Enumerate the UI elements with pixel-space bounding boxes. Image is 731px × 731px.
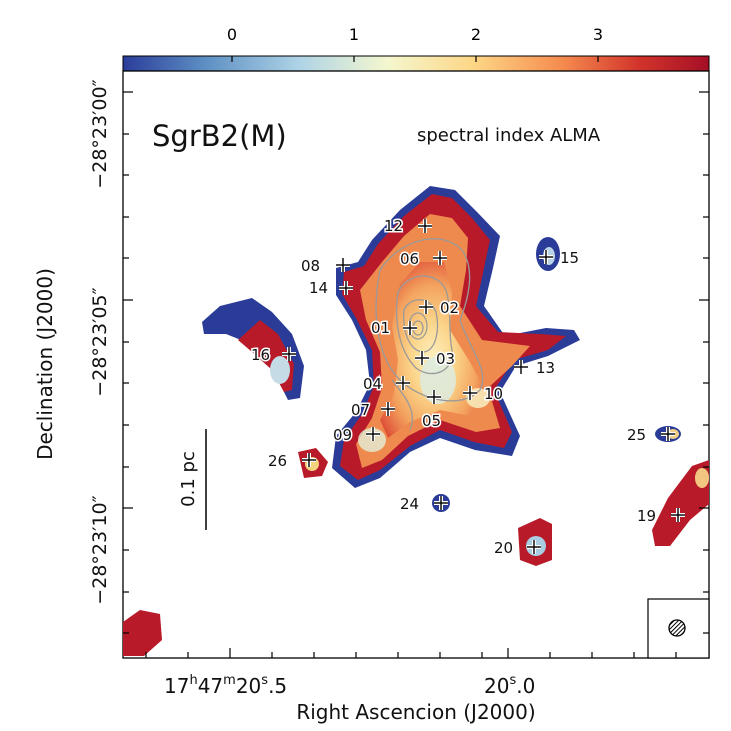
source-marker-09 <box>366 427 380 441</box>
source-label-19: 19 <box>637 507 656 525</box>
source-markers <box>282 219 685 554</box>
source-label-01: 01 <box>371 319 390 337</box>
beam-ellipse-icon <box>668 619 686 637</box>
source-label-14: 14 <box>309 279 328 297</box>
source-marker-06 <box>433 251 447 265</box>
source-label-09: 09 <box>333 426 352 444</box>
y-tick-label-2300: −28°23′00″ <box>89 79 111 188</box>
source-marker-01 <box>403 321 417 335</box>
source-label-12: 12 <box>384 217 403 235</box>
source-marker-14 <box>339 281 353 295</box>
colorbar-tick-label: 3 <box>593 25 603 44</box>
colorbar-tick-label: 2 <box>471 25 481 44</box>
source-label-05: 05 <box>422 412 441 430</box>
source-label-02: 02 <box>440 299 459 317</box>
colorbar-ticks <box>231 56 599 62</box>
y-tick-label-2305: −28°23′05″ <box>89 287 111 396</box>
x-tick-label-2050: 17h47m20s.5 <box>164 673 287 698</box>
spectral-index-map <box>123 186 709 656</box>
source-marker-26 <box>302 453 316 467</box>
source-marker-04 <box>396 376 410 390</box>
source-label-16: 16 <box>251 346 270 364</box>
scale-bar-label: 0.1 pc <box>178 451 199 507</box>
scale-bar: 0.1 pc <box>178 429 207 530</box>
source-marker-07 <box>381 402 395 416</box>
source-marker-08 <box>336 258 350 272</box>
source-marker-25 <box>661 427 675 441</box>
y-axis-label: Declination (J2000) <box>33 268 57 460</box>
continuum-contours <box>375 238 484 431</box>
source-marker-16 <box>282 347 296 361</box>
colorbar: 0 1 2 3 <box>122 25 710 72</box>
source-label-04: 04 <box>363 375 382 393</box>
colorbar-gradient <box>122 55 710 72</box>
source-label-10: 10 <box>484 385 503 403</box>
source-label-13: 13 <box>536 359 555 377</box>
source-marker-02 <box>419 300 433 314</box>
source-label-08: 08 <box>301 257 320 275</box>
x-axis-label: Right Ascencion (J2000) <box>296 700 535 724</box>
map-title: SgrB2(M) <box>152 119 287 153</box>
source-marker-05 <box>427 390 441 404</box>
colorbar-tick-label: 0 <box>227 25 237 44</box>
source-marker-19 <box>671 508 685 522</box>
source-marker-03 <box>415 351 429 365</box>
source-label-20: 20 <box>494 539 513 557</box>
source-label-03: 03 <box>436 350 455 368</box>
source-label-06: 06 <box>400 250 419 268</box>
source-marker-10 <box>463 386 477 400</box>
map-subtitle: spectral index ALMA <box>417 125 601 146</box>
source-marker-20 <box>527 540 541 554</box>
x-axis-ticks-bottom <box>145 648 677 658</box>
y-tick-label-2310: −28°23′10″ <box>89 495 111 604</box>
beam-box <box>647 598 710 659</box>
source-label-24: 24 <box>400 495 419 513</box>
blob-corner <box>123 610 162 656</box>
west-arc-pale <box>270 356 290 384</box>
source-label-15: 15 <box>560 249 579 267</box>
blob-19-inner <box>695 468 709 488</box>
y-axis-ticks-right <box>699 91 709 634</box>
source-labels: 12 06 08 14 02 01 16 03 13 04 10 07 05 0… <box>250 216 658 559</box>
blob-19 <box>652 460 709 546</box>
colorbar-tick-label: 1 <box>349 25 359 44</box>
source-marker-15 <box>539 250 553 264</box>
x-tick-label-2000: 20s.0 <box>484 673 535 698</box>
source-label-07: 07 <box>351 401 370 419</box>
source-label-26: 26 <box>268 452 287 470</box>
source-marker-12 <box>418 219 432 233</box>
source-marker-24 <box>434 496 448 510</box>
source-marker-13 <box>514 360 528 374</box>
y-axis-ticks-left <box>123 91 133 634</box>
source-label-25: 25 <box>627 426 646 444</box>
